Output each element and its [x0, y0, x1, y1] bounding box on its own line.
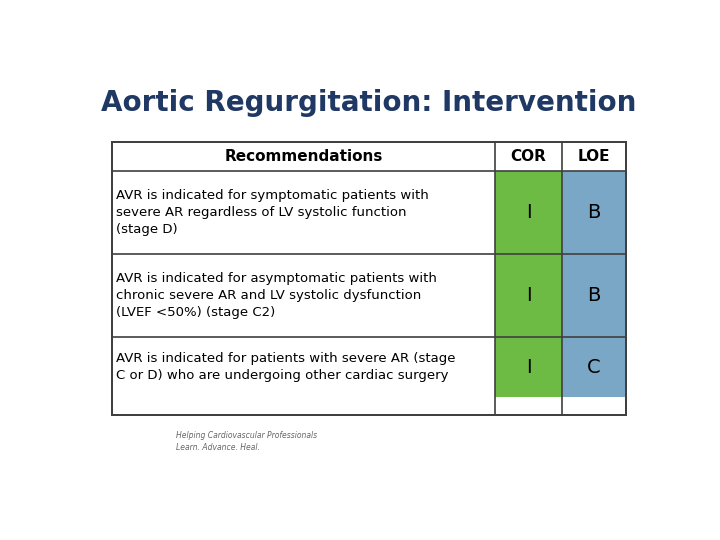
Text: Recommendations: Recommendations — [224, 149, 382, 164]
Bar — [112, 254, 495, 338]
Bar — [495, 171, 562, 254]
Text: B: B — [588, 286, 600, 305]
Text: I: I — [526, 358, 531, 377]
Text: I: I — [526, 286, 531, 305]
Bar — [495, 254, 562, 338]
Bar — [562, 338, 626, 397]
Text: I: I — [526, 203, 531, 222]
Text: C: C — [588, 358, 601, 377]
Bar — [562, 171, 626, 254]
Bar — [495, 338, 562, 397]
Bar — [112, 338, 495, 397]
Text: Aortic Regurgitation: Intervention: Aortic Regurgitation: Intervention — [102, 89, 636, 117]
Bar — [112, 142, 626, 171]
Bar — [112, 171, 495, 254]
Text: B: B — [588, 203, 600, 222]
Text: Helping Cardiovascular Professionals
Learn. Advance. Heal.: Helping Cardiovascular Professionals Lea… — [176, 430, 318, 452]
Text: AVR is indicated for asymptomatic patients with
chronic severe AR and LV systoli: AVR is indicated for asymptomatic patien… — [116, 272, 436, 319]
Text: LOE: LOE — [578, 149, 611, 164]
Text: AVR is indicated for patients with severe AR (stage
C or D) who are undergoing o: AVR is indicated for patients with sever… — [116, 353, 455, 382]
Text: AVR is indicated for symptomatic patients with
severe AR regardless of LV systol: AVR is indicated for symptomatic patient… — [116, 189, 428, 236]
Bar — [112, 142, 626, 415]
Bar — [562, 254, 626, 338]
Text: COR: COR — [510, 149, 546, 164]
